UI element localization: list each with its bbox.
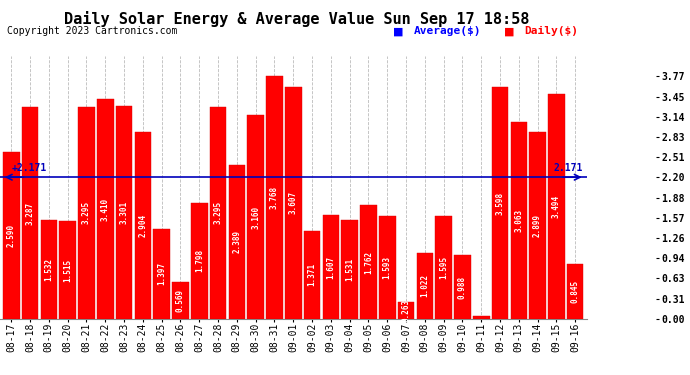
Text: ■: ■ [393,26,404,36]
Text: 2.389: 2.389 [233,230,241,254]
Text: 3.768: 3.768 [270,186,279,209]
Bar [379,216,395,319]
Text: 0.845: 0.845 [571,280,580,303]
Text: 1.593: 1.593 [383,256,392,279]
Text: 3.295: 3.295 [214,201,223,224]
Bar [172,282,189,319]
Bar [3,152,19,319]
Bar [397,302,414,319]
Bar [266,76,283,319]
Text: 3.410: 3.410 [101,198,110,220]
Bar [567,264,584,319]
Text: 2.590: 2.590 [7,224,16,247]
Text: 3.295: 3.295 [82,201,91,224]
Text: 3.063: 3.063 [514,209,523,232]
Bar [41,220,57,319]
Bar [473,316,489,319]
Text: 1.798: 1.798 [195,249,204,273]
Text: 0.569: 0.569 [176,289,185,312]
Text: 1.515: 1.515 [63,258,72,282]
Bar [22,107,39,319]
Text: Average($): Average($) [414,26,482,36]
Text: 2.899: 2.899 [533,214,542,237]
Text: 1.531: 1.531 [345,258,354,281]
Bar [135,132,151,319]
Bar [360,206,377,319]
Bar [322,215,339,319]
Text: 2.904: 2.904 [139,214,148,237]
Bar [435,216,452,319]
Bar [285,87,302,319]
Text: 3.494: 3.494 [552,195,561,218]
Bar [304,231,320,319]
Text: Copyright 2023 Cartronics.com: Copyright 2023 Cartronics.com [7,26,177,36]
Text: 3.607: 3.607 [288,191,298,214]
Text: 1.762: 1.762 [364,251,373,274]
Text: 1.371: 1.371 [308,263,317,286]
Bar [548,94,564,319]
Text: 3.598: 3.598 [495,192,504,214]
Text: 3.301: 3.301 [119,201,128,224]
Text: Daily Solar Energy & Average Value Sun Sep 17 18:58: Daily Solar Energy & Average Value Sun S… [64,11,529,27]
Bar [492,87,509,319]
Text: 1.607: 1.607 [326,255,335,279]
Bar [248,116,264,319]
Text: 3.160: 3.160 [251,206,260,229]
Text: Daily($): Daily($) [524,26,578,36]
Bar [454,255,471,319]
Bar [511,122,527,319]
Text: 2.171: 2.171 [553,163,583,173]
Bar [116,106,132,319]
Text: 1.397: 1.397 [157,262,166,285]
Bar [342,220,358,319]
Bar [191,203,208,319]
Text: 1.022: 1.022 [420,274,429,297]
Text: 3.287: 3.287 [26,201,34,225]
Bar [59,221,76,319]
Bar [97,99,114,319]
Text: +2.171: +2.171 [11,163,46,173]
Bar [153,229,170,319]
Text: 0.263: 0.263 [402,299,411,322]
Text: 1.595: 1.595 [439,256,448,279]
Text: 1.532: 1.532 [44,258,53,281]
Bar [78,107,95,319]
Bar [417,253,433,319]
Text: ■: ■ [504,26,514,36]
Text: 0.988: 0.988 [458,275,467,298]
Bar [529,132,546,319]
Bar [228,165,245,319]
Bar [210,107,226,319]
